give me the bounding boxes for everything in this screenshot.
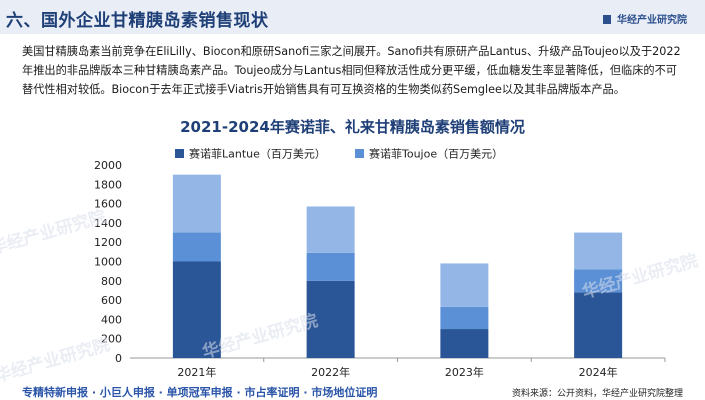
- brand-name: 华经产业研究院: [617, 15, 687, 26]
- legend-label: 赛诺菲Toujoe（百万美元）: [369, 147, 503, 161]
- bar-segment-1: [306, 280, 355, 358]
- y-tick-label: 1600: [94, 198, 122, 211]
- y-tick-label: 600: [101, 294, 122, 307]
- stacked-bar-chart: 0 200 400 600 800 1000 1200 1400 1600 1800 2000 202…: [94, 147, 666, 379]
- bar-segment-1: [440, 329, 489, 358]
- source-note: 资料来源：公开资料，华经产业研究院整理: [511, 389, 683, 399]
- bar-segment-3: [172, 174, 221, 233]
- page-title: 六、国外企业甘精胰岛素销售现状: [6, 11, 269, 31]
- bar-segment-3: [440, 263, 489, 307]
- legend-label: 赛诺菲Lantue（百万美元）: [189, 147, 326, 161]
- y-tick-label: 2000: [94, 159, 122, 172]
- x-tick-label: 2023年: [445, 365, 484, 379]
- bar-segment-3: [306, 206, 355, 253]
- bar-segment-2: [172, 232, 221, 262]
- bar-segment-3: [574, 232, 623, 270]
- footer-services: 专精特新申报 · 小巨人申报 · 单项冠军申报 · 市占率证明 · 市场地位证明: [22, 386, 378, 399]
- y-tick-label: 200: [101, 333, 122, 346]
- brand-logo-icon: [603, 15, 611, 24]
- y-tick-label: 1400: [94, 217, 122, 230]
- legend-swatch: [175, 149, 184, 158]
- bar-segment-1: [574, 292, 623, 358]
- chart-title: 2021-2024年赛诺菲、礼来甘精胰岛素销售额情况: [180, 118, 525, 136]
- bar-segment-1: [172, 261, 221, 358]
- y-tick-label: 400: [101, 313, 122, 326]
- y-tick-label: 1000: [94, 256, 122, 269]
- x-tick-label: 2021年: [177, 365, 216, 379]
- x-tick-label: 2024年: [579, 365, 618, 379]
- bar-segment-2: [306, 252, 355, 281]
- y-tick-label: 1200: [94, 236, 122, 249]
- brand: 华经产业研究院: [603, 11, 687, 26]
- header-bar: 六、国外企业甘精胰岛素销售现状 华经产业研究院: [0, 0, 705, 34]
- y-tick-label: 0: [115, 352, 122, 365]
- y-tick-label: 800: [101, 275, 122, 288]
- y-tick-label: 1800: [94, 178, 122, 191]
- bar-segment-2: [440, 306, 489, 330]
- intro-paragraph: 美国甘精胰岛素当前竞争在EliLilly、Biocon和原研Sanofi三家之间…: [22, 45, 681, 96]
- x-tick-label: 2022年: [311, 365, 350, 379]
- legend-swatch: [355, 149, 364, 158]
- bar-segment-2: [574, 269, 623, 293]
